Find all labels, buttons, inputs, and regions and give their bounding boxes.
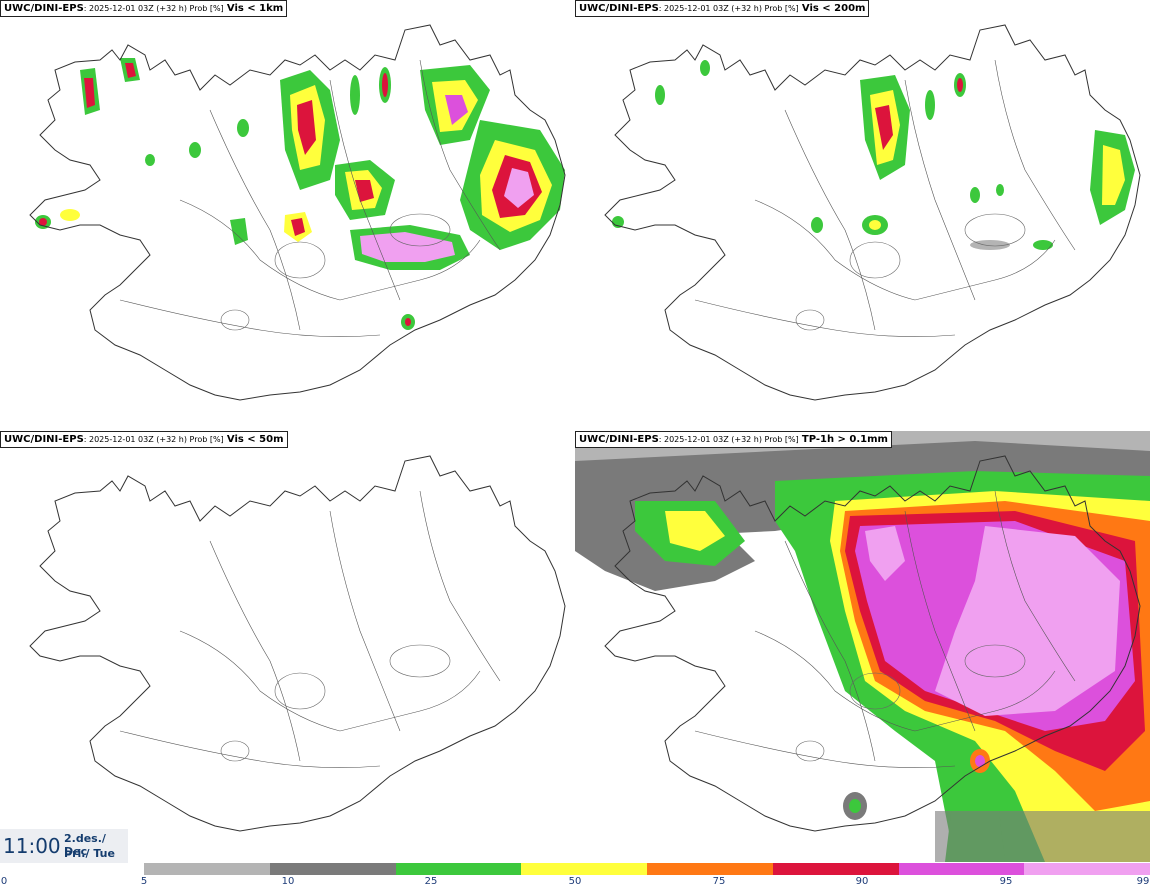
colorbar-tick-label: 50 [568, 876, 582, 887]
probability-field [575, 431, 1150, 862]
colorbar-segment [521, 863, 647, 875]
probability-field [35, 58, 565, 330]
iceland-map [575, 431, 1150, 862]
iceland-map [0, 0, 575, 431]
colorbar-tick-label: 95 [999, 876, 1013, 887]
map-panel-vis-200m: UWC/DINI-EPS: 2025-12-01 03Z (+32 h) Pro… [575, 0, 1150, 431]
panel-title: UWC/DINI-EPS: 2025-12-01 03Z (+32 h) Pro… [0, 431, 288, 448]
colorbar-ticks: 0 5 10 25 50 75 90 95 99 [0, 876, 1150, 890]
map-panel-vis-50m: UWC/DINI-EPS: 2025-12-01 03Z (+32 h) Pro… [0, 431, 575, 862]
colorbar-segment [269, 863, 396, 875]
iceland-map [0, 431, 575, 862]
colorbar-segment [1024, 863, 1150, 875]
valid-time-box: 11:00 2.des./ Dec Þri./ Tue [0, 829, 128, 863]
valid-date: 2.des./ Dec [64, 832, 106, 858]
map-panel-tp-1h: UWC/DINI-EPS: 2025-12-01 03Z (+32 h) Pro… [575, 431, 1150, 862]
panel-title: UWC/DINI-EPS: 2025-12-01 03Z (+32 h) Pro… [575, 0, 870, 17]
colorbar-tick-label: 5 [140, 876, 148, 887]
iceland-map [575, 0, 1150, 431]
probability-colorbar [144, 863, 1150, 875]
colorbar-tick-label: 99 [1136, 876, 1150, 887]
colorbar-segment [772, 863, 899, 875]
colorbar-tick-label: 10 [281, 876, 295, 887]
valid-time: 11:00 [3, 834, 61, 858]
panel-title: UWC/DINI-EPS: 2025-12-01 03Z (+32 h) Pro… [575, 431, 892, 448]
colorbar-segment [144, 863, 270, 875]
colorbar-tick-label: 75 [712, 876, 726, 887]
colorbar-segment [898, 863, 1025, 875]
panel-title: UWC/DINI-EPS: 2025-12-01 03Z (+32 h) Pro… [0, 0, 288, 17]
colorbar-segment [647, 863, 773, 875]
colorbar-tick-label: 0 [0, 876, 8, 887]
colorbar-segment [395, 863, 522, 875]
colorbar-tick-label: 25 [424, 876, 438, 887]
probability-field [612, 60, 1135, 250]
valid-weekday: Þri./ Tue [64, 847, 115, 860]
map-panel-vis-1km: UWC/DINI-EPS: 2025-12-01 03Z (+32 h) Pro… [0, 0, 575, 431]
colorbar-tick-label: 90 [855, 876, 869, 887]
